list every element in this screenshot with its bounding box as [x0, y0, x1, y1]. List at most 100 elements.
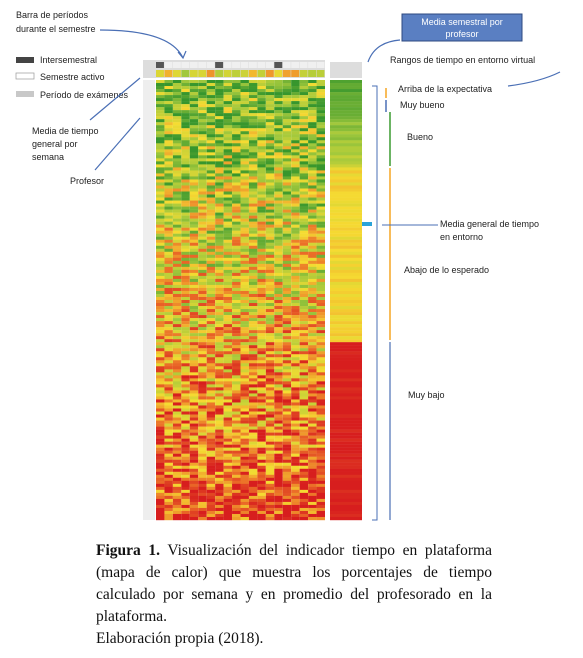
heatmap-cell	[282, 351, 292, 355]
heatmap-cell	[198, 203, 207, 207]
heatmap-cell	[282, 107, 292, 111]
heatmap-cell	[291, 354, 300, 358]
heatmap-cell	[257, 278, 266, 283]
heatmap-cell	[316, 86, 325, 90]
heatmap-cell	[316, 98, 325, 102]
heatmap-cell	[206, 441, 216, 445]
heatmap-cell	[257, 224, 266, 228]
heatmap-cell	[206, 224, 216, 228]
heatmap-cell	[257, 242, 266, 246]
heatmap-cell	[232, 251, 241, 255]
heatmap-cell	[232, 275, 241, 280]
heatmap-cell	[172, 480, 182, 485]
heatmap-cell	[223, 384, 233, 388]
heatmap-cell	[274, 471, 283, 475]
heatmap-cell	[282, 230, 292, 234]
heatmap-cell	[291, 275, 300, 280]
heatmap-cell	[265, 155, 275, 159]
heatmap-cell	[215, 83, 224, 87]
heatmap-cell	[181, 462, 190, 466]
heatmap-cell	[291, 122, 300, 126]
heatmap-cell	[265, 137, 275, 141]
heatmap-cell	[223, 441, 233, 445]
mean-cell	[330, 233, 362, 237]
heatmap-cell	[308, 158, 317, 162]
heatmap-cell	[232, 116, 241, 120]
heatmap-cell	[299, 173, 309, 177]
heatmap-cell	[316, 206, 325, 210]
heatmap-cell	[291, 420, 300, 424]
heatmap-cell	[206, 155, 216, 159]
heatmap-cell	[274, 456, 283, 460]
heatmap-cell	[257, 441, 266, 445]
heatmap-cell	[316, 444, 325, 448]
heatmap-cell	[291, 101, 300, 105]
heatmap-cell	[164, 393, 173, 397]
heatmap-cell	[316, 113, 325, 117]
heatmap-cell	[181, 456, 190, 460]
heatmap-cell	[257, 366, 266, 370]
heatmap-cell	[265, 257, 275, 262]
heatmap-cell	[172, 498, 182, 503]
heatmap-cell	[265, 185, 275, 189]
heatmap-cell	[299, 257, 309, 262]
heatmap-cell	[172, 375, 182, 379]
heatmap-cell	[282, 140, 292, 144]
heatmap-cell	[248, 465, 258, 469]
heatmap-cell	[206, 140, 216, 144]
heatmap-cell	[316, 176, 325, 180]
heatmap-cell	[291, 303, 300, 307]
heatmap-cell	[308, 215, 317, 219]
heatmap-cell	[189, 348, 199, 352]
heatmap-cell	[248, 248, 258, 252]
heatmap-cell	[223, 405, 233, 409]
heatmap-cell	[265, 453, 275, 457]
heatmap-cell	[156, 269, 165, 274]
heatmap-cell	[316, 300, 325, 304]
heatmap-cell	[316, 369, 325, 373]
mean-cell	[330, 218, 362, 222]
heatmap-cell	[156, 510, 165, 515]
heatmap-cell	[181, 369, 190, 373]
heatmap-cell	[248, 378, 258, 382]
heatmap-cell	[316, 393, 325, 397]
heatmap-cell	[164, 498, 173, 503]
heatmap-cell	[164, 462, 173, 466]
heatmap-cell	[223, 363, 233, 367]
heatmap-cell	[282, 330, 292, 334]
heatmap-cell	[265, 296, 275, 301]
heatmap-cell	[257, 134, 266, 138]
heatmap-cell	[308, 167, 317, 171]
heatmap-cell	[198, 200, 207, 204]
heatmap-cell	[265, 312, 275, 316]
heatmap-cell	[257, 420, 266, 424]
heatmap-cell	[291, 287, 300, 292]
heatmap-cell	[257, 83, 266, 87]
heatmap-cell	[248, 251, 258, 255]
heatmap-cell	[274, 167, 283, 171]
heatmap-cell	[282, 146, 292, 150]
heatmap-cell	[299, 369, 309, 373]
heatmap-cell	[164, 501, 173, 506]
heatmap-cell	[172, 351, 182, 355]
mean-cell	[330, 486, 362, 491]
mean-cell	[330, 200, 362, 204]
heatmap-cell	[232, 441, 241, 445]
heatmap-cell	[223, 104, 233, 108]
heatmap-cell	[232, 245, 241, 249]
heatmap-cell	[316, 281, 325, 286]
heatmap-cell	[240, 92, 249, 96]
heatmap-cell	[181, 131, 190, 135]
heatmap-cell	[215, 435, 224, 439]
heatmap-cell	[240, 170, 249, 174]
heatmap-cell	[299, 396, 309, 400]
heatmap-cell	[248, 185, 258, 189]
mean-cell	[330, 116, 362, 120]
heatmap-cell	[223, 230, 233, 234]
heatmap-cell	[257, 221, 266, 225]
heatmap-cell	[257, 498, 266, 503]
heatmap-cell	[274, 80, 283, 84]
heatmap-cell	[248, 420, 258, 424]
heatmap-cell	[240, 306, 249, 310]
heatmap-cell	[316, 501, 325, 506]
